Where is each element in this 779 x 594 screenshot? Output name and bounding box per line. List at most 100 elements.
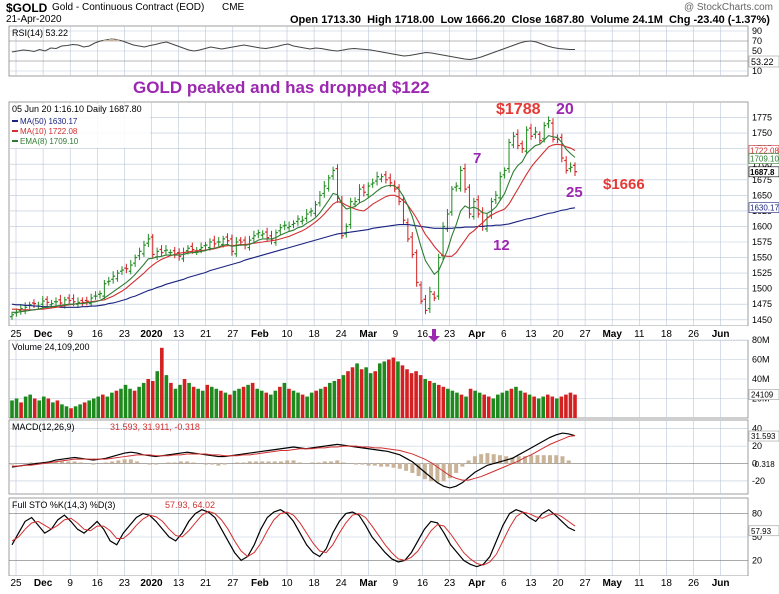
volume-bar bbox=[391, 357, 396, 418]
x-tick-label-bottom: 27 bbox=[227, 578, 239, 589]
macd-values: 31.593, 31.911, -0.318 bbox=[110, 422, 200, 432]
volume-bar bbox=[473, 390, 477, 418]
volume-bar bbox=[555, 398, 559, 418]
instrument-name: Gold - Continuous Contract (EOD) bbox=[52, 2, 205, 13]
volume-bar bbox=[273, 390, 278, 418]
volume-bar bbox=[455, 392, 459, 418]
x-tick-label-bottom: 18 bbox=[309, 578, 321, 589]
sto-title: Full STO %K(14,3) %D(3) bbox=[12, 500, 115, 510]
x-tick-label-top: 9 bbox=[67, 329, 73, 340]
volume-bar bbox=[41, 396, 46, 418]
volume-bar bbox=[323, 386, 328, 418]
volume-y-tick: 60M bbox=[752, 355, 770, 365]
volume-bar bbox=[287, 388, 291, 418]
ohlc-readout: Open 1713.30 High 1718.00 Low 1666.20 Cl… bbox=[290, 14, 770, 26]
volume-bar bbox=[450, 390, 455, 418]
chart-date: 21-Apr-2020 bbox=[6, 14, 62, 25]
close-label: Close bbox=[511, 14, 542, 26]
x-tick-label-top: 27 bbox=[227, 329, 239, 340]
volume-bar bbox=[359, 369, 364, 418]
volume-bar bbox=[564, 394, 568, 418]
price-tag: 1630.17 bbox=[750, 204, 779, 213]
peak-price-annotation: $1788 bbox=[496, 101, 541, 118]
volume-bar bbox=[182, 379, 187, 418]
volume-title: Volume 24,109,200 bbox=[12, 342, 90, 352]
volume-bar bbox=[418, 375, 423, 418]
x-tick-label-bottom: 10 bbox=[281, 578, 293, 589]
x-tick-label-bottom: 20 bbox=[552, 578, 564, 589]
low-value: 1666.20 bbox=[465, 14, 506, 26]
volume-bar bbox=[309, 392, 314, 418]
open-value: 1713.30 bbox=[321, 14, 361, 26]
volume-bar bbox=[137, 386, 141, 418]
x-tick-label-bottom: 21 bbox=[200, 578, 212, 589]
volume-bar bbox=[318, 388, 323, 418]
price-y-tick: 1475 bbox=[752, 299, 772, 309]
volume-y-tick: 40M bbox=[752, 374, 770, 384]
rsi-y-tick: 90 bbox=[752, 26, 762, 36]
panel-frame-macd bbox=[8, 419, 749, 495]
sto-tag-box bbox=[748, 525, 779, 537]
price-y-tick: 1550 bbox=[752, 253, 772, 263]
volume-bar bbox=[300, 394, 305, 418]
volume-bar bbox=[164, 375, 169, 418]
price-y-tick: 1650 bbox=[752, 190, 772, 200]
price-y-tick: 1675 bbox=[752, 175, 772, 185]
volume-bar bbox=[291, 390, 296, 418]
legend-item: MA(50) 1630.17 bbox=[20, 117, 78, 126]
x-tick-label-top: Jun bbox=[712, 329, 730, 340]
volume-label: Volume bbox=[590, 14, 630, 26]
rsi-y-tick: 70 bbox=[752, 36, 762, 46]
price-tag: 1709.10 bbox=[750, 155, 779, 164]
x-tick-label-bottom: Feb bbox=[251, 578, 269, 589]
x-tick-label-top: 27 bbox=[580, 329, 592, 340]
volume-bar bbox=[573, 394, 577, 418]
volume-bar bbox=[477, 392, 482, 418]
price-tag: 1687.8 bbox=[750, 168, 775, 177]
x-tick-label-bottom: 27 bbox=[580, 578, 592, 589]
volume-bar bbox=[314, 390, 319, 418]
volume-bar bbox=[500, 392, 505, 418]
volume-bar bbox=[241, 386, 246, 418]
x-tick-label-top: Dec bbox=[34, 329, 53, 340]
volume-bar bbox=[264, 392, 269, 418]
macd-hist-tag: -0.318 bbox=[752, 460, 775, 469]
volume-bar bbox=[259, 390, 264, 418]
legend-box bbox=[10, 104, 150, 148]
volume-y-tick: 80M bbox=[752, 335, 770, 345]
volume-bar bbox=[87, 400, 91, 418]
volume-bar bbox=[123, 384, 128, 418]
macd-tag-box bbox=[748, 430, 779, 442]
volume-bar bbox=[382, 361, 387, 418]
x-axis-strip-top bbox=[0, 326, 779, 340]
x-tick-label-bottom: 16 bbox=[92, 578, 104, 589]
volume-tag-box bbox=[748, 389, 779, 400]
volume-bar bbox=[491, 398, 496, 418]
volume-bar bbox=[37, 400, 42, 418]
price-panel-label: 05 Jun 20 1:16.10 Daily 1687.80 bbox=[12, 104, 142, 114]
volume-bar bbox=[536, 398, 541, 418]
volume-bar bbox=[409, 373, 414, 418]
volume-bar bbox=[223, 392, 228, 418]
day-25-annotation: 25 bbox=[566, 184, 583, 201]
volume-bar bbox=[400, 365, 405, 418]
volume-bar bbox=[432, 382, 437, 418]
macd-title: MACD(12,26,9) bbox=[12, 422, 75, 432]
volume-bar bbox=[514, 386, 518, 418]
x-tick-label-top: Apr bbox=[468, 329, 485, 340]
volume-bar bbox=[278, 386, 282, 418]
volume-bar bbox=[209, 386, 214, 418]
volume-bar bbox=[405, 369, 409, 418]
volume-bar bbox=[169, 382, 173, 418]
volume-bar bbox=[377, 363, 382, 418]
volume-bar bbox=[509, 388, 514, 418]
volume-bar bbox=[282, 382, 287, 418]
rsi-y-tick: 50 bbox=[752, 46, 762, 56]
volume-bar bbox=[73, 406, 78, 418]
sto-tag: 57.93 bbox=[751, 527, 772, 536]
volume-bar bbox=[427, 380, 432, 418]
volume-bar bbox=[368, 373, 373, 418]
ema8-line bbox=[12, 134, 576, 313]
current-price-annotation: $1666 bbox=[603, 176, 645, 193]
